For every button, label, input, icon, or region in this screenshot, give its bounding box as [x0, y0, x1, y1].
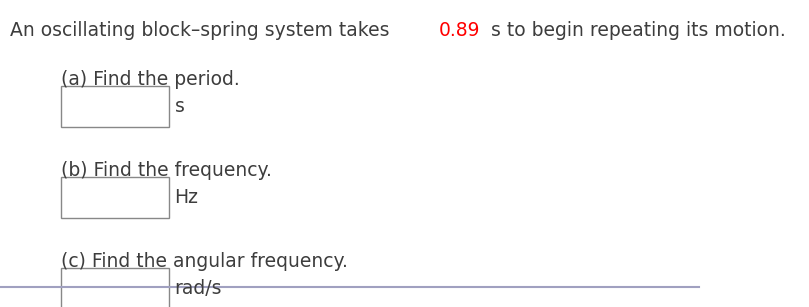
- Text: 0.89: 0.89: [439, 21, 481, 40]
- FancyBboxPatch shape: [61, 86, 169, 127]
- Text: s: s: [175, 97, 184, 116]
- Text: Hz: Hz: [175, 188, 198, 207]
- Text: An oscillating block–spring system takes: An oscillating block–spring system takes: [10, 21, 396, 40]
- Text: s to begin repeating its motion.: s to begin repeating its motion.: [485, 21, 786, 40]
- Text: rad/s: rad/s: [175, 279, 222, 298]
- Text: (a) Find the period.: (a) Find the period.: [61, 70, 239, 89]
- Text: (c) Find the angular frequency.: (c) Find the angular frequency.: [61, 252, 348, 271]
- FancyBboxPatch shape: [61, 268, 169, 307]
- FancyBboxPatch shape: [61, 177, 169, 218]
- Text: (b) Find the frequency.: (b) Find the frequency.: [61, 161, 272, 180]
